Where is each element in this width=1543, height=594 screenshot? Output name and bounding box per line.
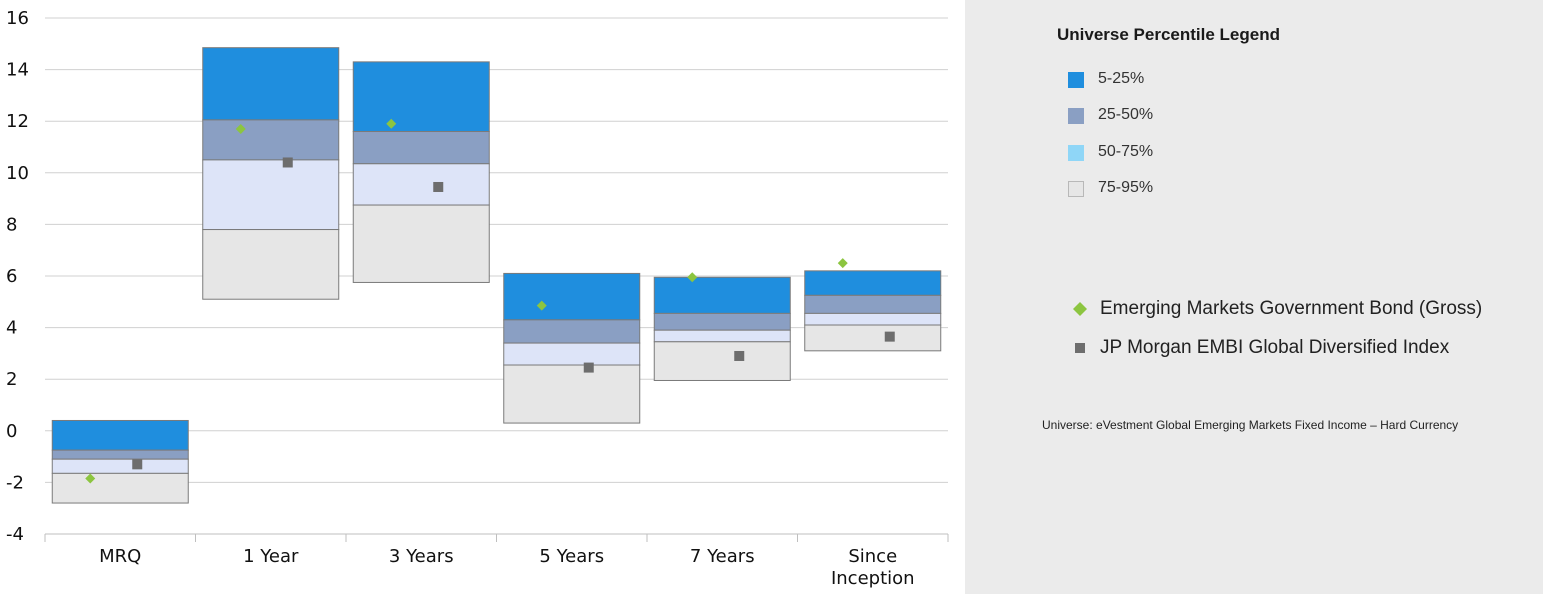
band-5-25 [352, 61, 490, 133]
band-50-75 [51, 458, 189, 474]
index-marker [433, 181, 444, 192]
y-tick-label: 0 [6, 421, 17, 442]
band-75-95 [352, 204, 490, 283]
x-category-label: 7 Years [690, 546, 755, 567]
fund-marker [687, 272, 698, 283]
band-25-50 [804, 294, 942, 314]
y-tick-label: 2 [6, 369, 17, 390]
x-category-label: 3 Years [389, 546, 454, 567]
band-75-95 [503, 364, 641, 424]
band-5-25 [51, 419, 189, 451]
square-marker-icon [1075, 343, 1085, 353]
legend-label-75-95: 75-95% [1098, 179, 1154, 196]
y-tick-label: 4 [6, 318, 17, 339]
diamond-marker-icon [1073, 302, 1087, 316]
band-25-50 [653, 312, 791, 331]
index-marker [583, 362, 594, 373]
x-category-label: MRQ [99, 546, 141, 567]
index-marker [282, 157, 293, 168]
band-75-95 [653, 341, 791, 381]
band-75-95 [51, 472, 189, 504]
band-25-50 [503, 319, 641, 344]
legend-label-fund: Emerging Markets Government Bond (Gross) [1100, 298, 1483, 319]
chart-panel: 16 14 12 10 8 6 4 2 0 -2 -4 MRQ 1 Year 3 Years 5 Years… [0, 0, 965, 594]
y-tick-label: -4 [6, 524, 24, 545]
band-25-50 [202, 119, 340, 161]
band-50-75 [202, 159, 340, 231]
index-marker [734, 350, 745, 361]
band-5-25 [202, 47, 340, 121]
y-tick-label: 12 [6, 111, 29, 132]
band-25-50 [352, 131, 490, 165]
y-tick-label: 16 [6, 8, 29, 29]
x-category-label: 1 Year [243, 546, 299, 567]
index-marker [132, 459, 143, 470]
x-category-label: Since [848, 546, 897, 567]
y-tick-label: 14 [6, 60, 29, 81]
band-5-25 [653, 276, 791, 314]
legend-swatch-75-95 [1068, 181, 1084, 197]
y-tick-label: 10 [6, 163, 29, 184]
x-category-label: Inception [831, 568, 915, 589]
y-tick-label: 8 [6, 214, 17, 235]
axis-labels: 16 14 12 10 8 6 4 2 0 -2 -4 MRQ 1 Year 3 Years 5 Years… [6, 8, 915, 589]
legend-swatch-5-25 [1068, 72, 1084, 88]
legend-panel: Universe Percentile Legend 5-25% 25-50% … [1000, 0, 1543, 594]
band-75-95 [804, 324, 942, 352]
percentile-bands [51, 47, 942, 504]
fund-marker [386, 118, 397, 129]
band-5-25 [804, 270, 942, 296]
band-5-25 [503, 272, 641, 321]
legend-swatch-25-50 [1068, 108, 1084, 124]
x-category-label: 5 Years [539, 546, 604, 567]
band-75-95 [202, 229, 340, 300]
legend-label-50-75: 50-75% [1098, 143, 1154, 160]
legend-label-5-25: 5-25% [1098, 70, 1145, 87]
y-tick-label: -2 [6, 472, 24, 493]
legend-swatch-50-75 [1068, 145, 1084, 161]
legend-label-25-50: 25-50% [1098, 106, 1154, 123]
band-25-50 [51, 449, 189, 460]
axes [44, 533, 949, 542]
fund-marker [536, 300, 547, 311]
fund-marker [837, 258, 848, 269]
legend-label-index: JP Morgan EMBI Global Diversified Index [1100, 337, 1450, 358]
band-50-75 [653, 329, 791, 343]
fund-marker [235, 123, 246, 134]
index-marker [884, 331, 895, 342]
percentile-chart: 16 14 12 10 8 6 4 2 0 -2 -4 MRQ 1 Year 3 Years 5 Years… [6, 8, 949, 589]
y-tick-label: 6 [6, 266, 17, 287]
universe-note: Universe: eVestment Global Emerging Mark… [1042, 418, 1459, 432]
band-50-75 [804, 312, 942, 326]
gridlines [45, 17, 948, 483]
band-50-75 [352, 163, 490, 206]
band-50-75 [503, 342, 641, 366]
series-markers [85, 118, 895, 484]
fund-marker [85, 473, 96, 484]
legend-title: Universe Percentile Legend [1057, 25, 1280, 44]
